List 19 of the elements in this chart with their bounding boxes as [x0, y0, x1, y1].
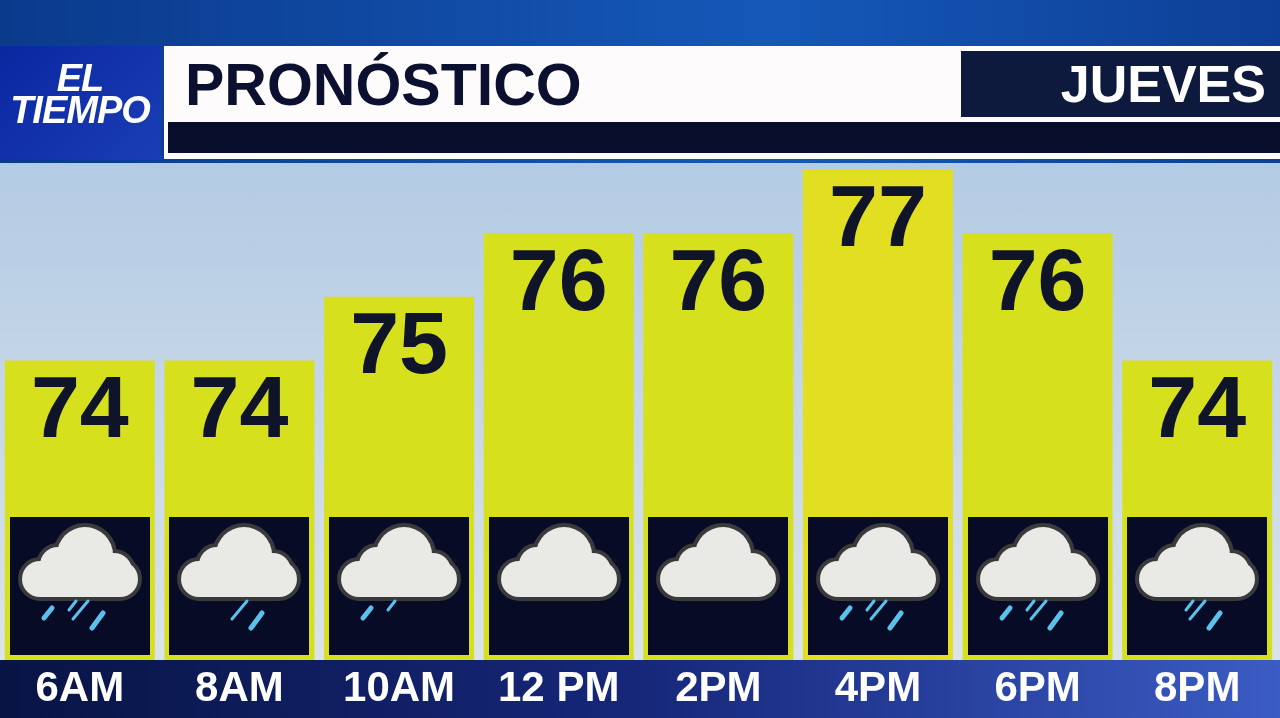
- data-label: 74: [1148, 357, 1247, 457]
- x-tick-label: 10AM: [343, 662, 456, 710]
- chart-title: PRONÓSTICO: [185, 52, 582, 118]
- text: EL TIEMPO: [9, 57, 151, 131]
- data-label: 76: [988, 229, 1087, 329]
- data-label: 74: [30, 357, 129, 457]
- chart-subtitle: JUEVES: [1060, 54, 1266, 115]
- data-label: 74: [190, 357, 289, 457]
- x-tick-label: 2PM: [675, 662, 762, 710]
- x-tick-label: 12 PM: [497, 662, 620, 710]
- data-label: 76: [509, 229, 608, 329]
- x-tick-label: 8PM: [1154, 662, 1241, 710]
- data-label: 75: [350, 293, 449, 393]
- data-label: 76: [669, 229, 768, 329]
- x-tick-label: 6AM: [35, 662, 125, 710]
- data-label: 77: [828, 165, 927, 265]
- x-tick-label: 4PM: [834, 662, 922, 710]
- x-tick-label: 8AM: [195, 662, 284, 710]
- x-tick-label: 6PM: [994, 662, 1081, 710]
